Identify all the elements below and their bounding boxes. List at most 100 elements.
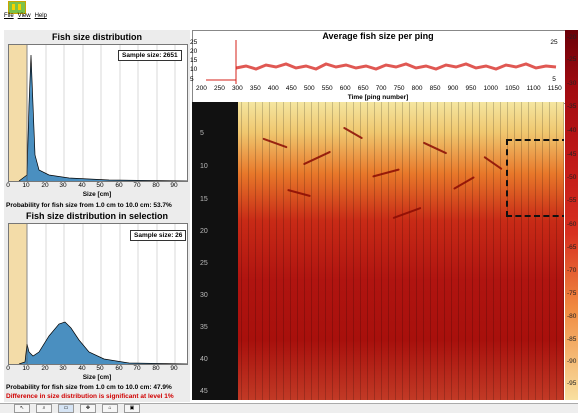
depth-tick: 5 <box>200 130 204 137</box>
cb-tick: -30 <box>567 80 577 87</box>
tick-label: 30 <box>59 182 67 189</box>
tick-label: 90 <box>170 365 178 372</box>
tick-label: 70 <box>133 182 141 189</box>
menu-view[interactable]: View <box>17 13 31 19</box>
cb-tick: -90 <box>567 358 577 365</box>
cb-tick: -45 <box>567 151 577 158</box>
average-size-title: Average fish size per ping <box>322 31 434 41</box>
fish-trace <box>422 141 448 155</box>
x-tick: 600 <box>339 85 351 92</box>
cb-tick: -55 <box>567 197 577 204</box>
x-tick: 550 <box>321 85 333 92</box>
cb-tick: -85 <box>567 336 577 343</box>
x-tick: 750 <box>393 85 405 92</box>
size-distribution-plot <box>8 44 188 182</box>
selection-histogram-area <box>19 322 187 364</box>
x-tick: 700 <box>375 85 387 92</box>
fish-trace <box>342 126 364 140</box>
cb-tick: -35 <box>567 103 577 110</box>
x-tick: 850 <box>429 85 441 92</box>
menu-file[interactable]: File <box>4 13 14 19</box>
probability-text-1: Probability for fish size from 1.0 cm to… <box>6 202 172 209</box>
highlight-range <box>9 45 27 181</box>
selection-box[interactable] <box>506 139 564 217</box>
menu-bar: File View Help <box>4 13 47 23</box>
y-tick-right: 25 <box>550 39 558 46</box>
depth-tick: 30 <box>200 292 208 299</box>
echogram[interactable]: 5 10 15 20 25 30 35 40 45 <box>192 102 564 400</box>
depth-tick: 35 <box>200 324 208 331</box>
tick-label: 60 <box>115 365 123 372</box>
tick-label: 80 <box>152 182 160 189</box>
depth-tick: 15 <box>200 196 208 203</box>
x-tick: 650 <box>357 85 369 92</box>
avg-x-ticks: 200 250 300 350 400 450 500 550 600 650 … <box>196 85 562 94</box>
fish-trace <box>372 168 400 178</box>
fish-trace <box>287 188 311 198</box>
app-logo-icon <box>8 1 26 14</box>
avg-x-axis-label: Time [ping number] <box>347 94 409 101</box>
tick-label: 10 <box>22 365 30 372</box>
y-tick: 20 <box>190 48 198 55</box>
x-tick: 250 <box>213 85 225 92</box>
x-tick: 400 <box>267 85 279 92</box>
tick-label: 20 <box>41 365 49 372</box>
fish-trace <box>302 150 332 166</box>
cb-tick: -50 <box>567 174 577 181</box>
sample-size-badge: Sample size: 2651 <box>118 50 182 61</box>
x-tick: 1050 <box>505 85 520 92</box>
y-tick: 25 <box>190 39 198 46</box>
x-tick: 1100 <box>526 85 541 92</box>
probability-text-2: Probability for fish size from 1.0 cm to… <box>6 384 172 391</box>
x-tick: 900 <box>447 85 459 92</box>
color-scale-bar <box>565 30 578 400</box>
selection-distribution-chart <box>9 224 187 364</box>
cb-tick: -40 <box>567 127 577 134</box>
depth-tick: 25 <box>200 260 208 267</box>
y-tick: 15 <box>190 57 198 64</box>
x-tick: 950 <box>465 85 477 92</box>
depth-tick: 40 <box>200 356 208 363</box>
x-tick: 1150 <box>547 85 562 92</box>
size-axis-label-1: Size [cm] <box>82 191 112 198</box>
cb-tick: -65 <box>567 244 577 251</box>
x-tick: 500 <box>303 85 315 92</box>
tick-label: 10 <box>22 182 30 189</box>
y-tick-right: 5 <box>552 76 556 83</box>
bottom-toolbar <box>0 403 578 413</box>
depth-tick: 10 <box>200 163 208 170</box>
depth-tick: 20 <box>200 228 208 235</box>
highlight-range <box>9 224 27 364</box>
selection-distribution-title: Fish size distribution in selection <box>25 211 169 221</box>
menu-help[interactable]: Help <box>34 13 47 19</box>
echogram-blank-region <box>192 102 238 400</box>
cb-tick: -60 <box>567 221 577 228</box>
x-tick: 200 <box>196 85 207 92</box>
size-distribution-title: Fish size distribution <box>51 32 142 42</box>
fish-trace <box>262 137 288 149</box>
cb-tick: -75 <box>567 290 577 297</box>
cb-tick: -80 <box>567 313 577 320</box>
cb-tick: -20 <box>567 34 577 41</box>
tick-label: 30 <box>59 365 67 372</box>
significance-text: Difference in size distribution is signi… <box>6 393 174 400</box>
tick-label: 50 <box>96 365 104 372</box>
tick-label: 50 <box>96 182 104 189</box>
size-axis-label-2: Size [cm] <box>82 374 112 381</box>
tick-label: 0 <box>6 182 10 189</box>
x-tick: 300 <box>231 85 243 92</box>
tick-label: 80 <box>152 365 160 372</box>
fish-trace <box>483 155 503 171</box>
x-tick: 800 <box>411 85 423 92</box>
tick-label: 20 <box>41 182 49 189</box>
cb-tick: -25 <box>567 56 577 63</box>
x-tick: 350 <box>249 85 261 92</box>
size-distribution-chart <box>9 45 187 181</box>
tick-label: 60 <box>115 182 123 189</box>
average-size-curve <box>206 40 557 84</box>
y-tick: 5 <box>190 76 194 83</box>
cb-tick: -95 <box>567 380 577 387</box>
tick-label: 40 <box>78 365 86 372</box>
selection-distribution-plot <box>8 223 188 365</box>
x-tick: 450 <box>285 85 297 92</box>
